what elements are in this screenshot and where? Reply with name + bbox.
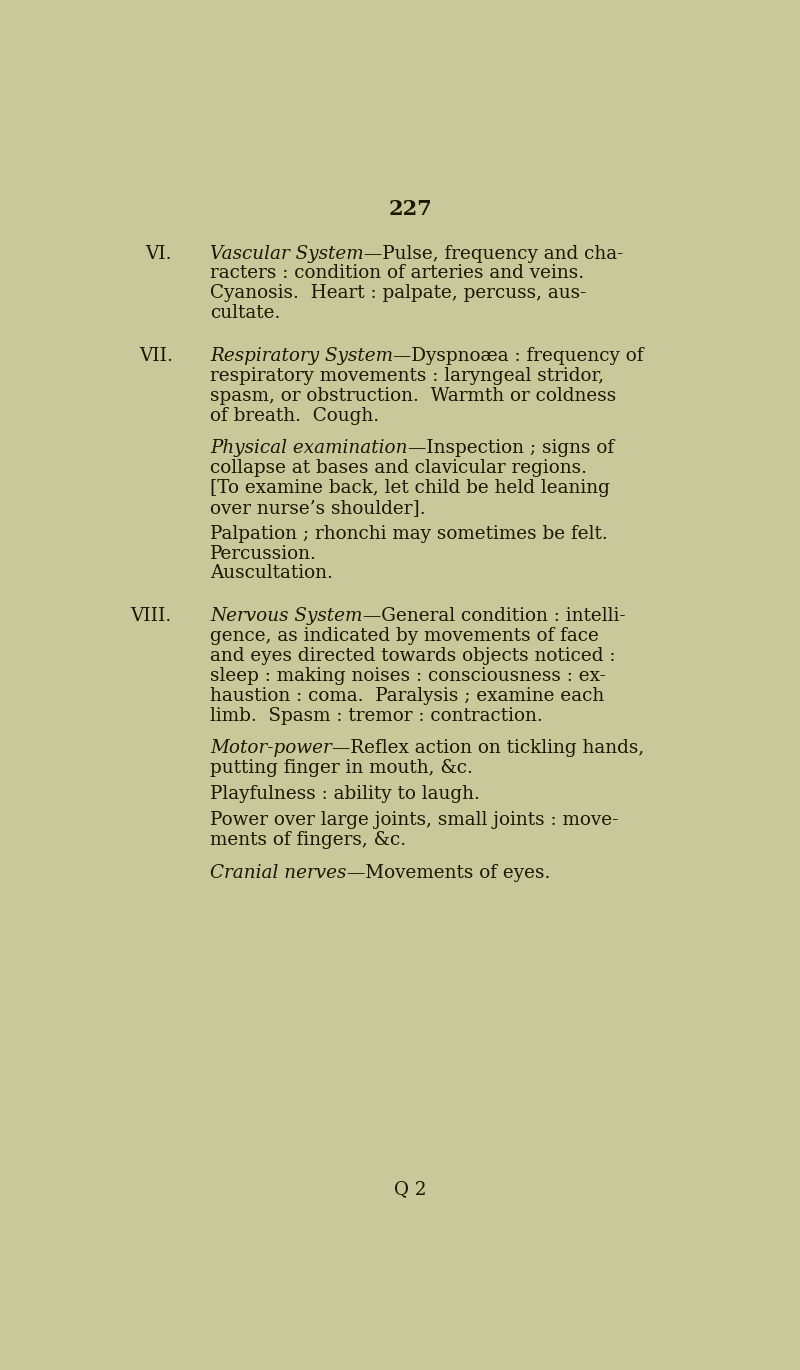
Text: VIII.: VIII. (130, 607, 171, 626)
Text: Motor-power: Motor-power (210, 738, 332, 758)
Text: Power over large joints, small joints : move-: Power over large joints, small joints : … (210, 811, 618, 829)
Text: —Pulse, frequency and cha-: —Pulse, frequency and cha- (364, 245, 623, 263)
Text: sleep : making noises : consciousness : ex-: sleep : making noises : consciousness : … (210, 667, 606, 685)
Text: respiratory movements : laryngeal stridor,: respiratory movements : laryngeal strido… (210, 367, 605, 385)
Text: gence, as indicated by movements of face: gence, as indicated by movements of face (210, 627, 599, 645)
Text: Auscultation.: Auscultation. (210, 564, 334, 582)
Text: 227: 227 (388, 199, 432, 219)
Text: putting finger in mouth, &c.: putting finger in mouth, &c. (210, 759, 474, 777)
Text: ments of fingers, &c.: ments of fingers, &c. (210, 832, 406, 849)
Text: racters : condition of arteries and veins.: racters : condition of arteries and vein… (210, 264, 585, 282)
Text: VI.: VI. (146, 245, 172, 263)
Text: Q 2: Q 2 (394, 1180, 426, 1199)
Text: collapse at bases and clavicular regions.: collapse at bases and clavicular regions… (210, 459, 587, 477)
Text: limb.  Spasm : tremor : contraction.: limb. Spasm : tremor : contraction. (210, 707, 543, 725)
Text: —General condition : intelli-: —General condition : intelli- (362, 607, 626, 626)
Text: —Inspection ; signs of: —Inspection ; signs of (408, 440, 614, 458)
Text: Percussion.: Percussion. (210, 545, 318, 563)
Text: Physical examination: Physical examination (210, 440, 408, 458)
Text: —Movements of eyes.: —Movements of eyes. (346, 863, 550, 881)
Text: Playfulness : ability to laugh.: Playfulness : ability to laugh. (210, 785, 480, 803)
Text: [To examine back, let child be held leaning: [To examine back, let child be held lean… (210, 478, 610, 497)
Text: Vascular System: Vascular System (210, 245, 364, 263)
Text: spasm, or obstruction.  Warmth or coldness: spasm, or obstruction. Warmth or coldnes… (210, 386, 617, 404)
Text: over nurse’s shoulder].: over nurse’s shoulder]. (210, 499, 426, 516)
Text: haustion : coma.  Paralysis ; examine each: haustion : coma. Paralysis ; examine eac… (210, 686, 605, 704)
Text: of breath.  Cough.: of breath. Cough. (210, 407, 379, 425)
Text: Respiratory System: Respiratory System (210, 347, 394, 366)
Text: —Dyspnoæa : frequency of: —Dyspnoæa : frequency of (394, 347, 644, 366)
Text: and eyes directed towards objects noticed :: and eyes directed towards objects notice… (210, 647, 616, 664)
Text: VII.: VII. (139, 347, 173, 366)
Text: Cranial nerves: Cranial nerves (210, 863, 346, 881)
Text: Cyanosis.  Heart : palpate, percuss, aus-: Cyanosis. Heart : palpate, percuss, aus- (210, 284, 586, 303)
Text: Nervous System: Nervous System (210, 607, 362, 626)
Text: Palpation ; rhonchi may sometimes be felt.: Palpation ; rhonchi may sometimes be fel… (210, 525, 608, 543)
Text: —Reflex action on tickling hands,: —Reflex action on tickling hands, (332, 738, 644, 758)
Text: cultate.: cultate. (210, 304, 281, 322)
